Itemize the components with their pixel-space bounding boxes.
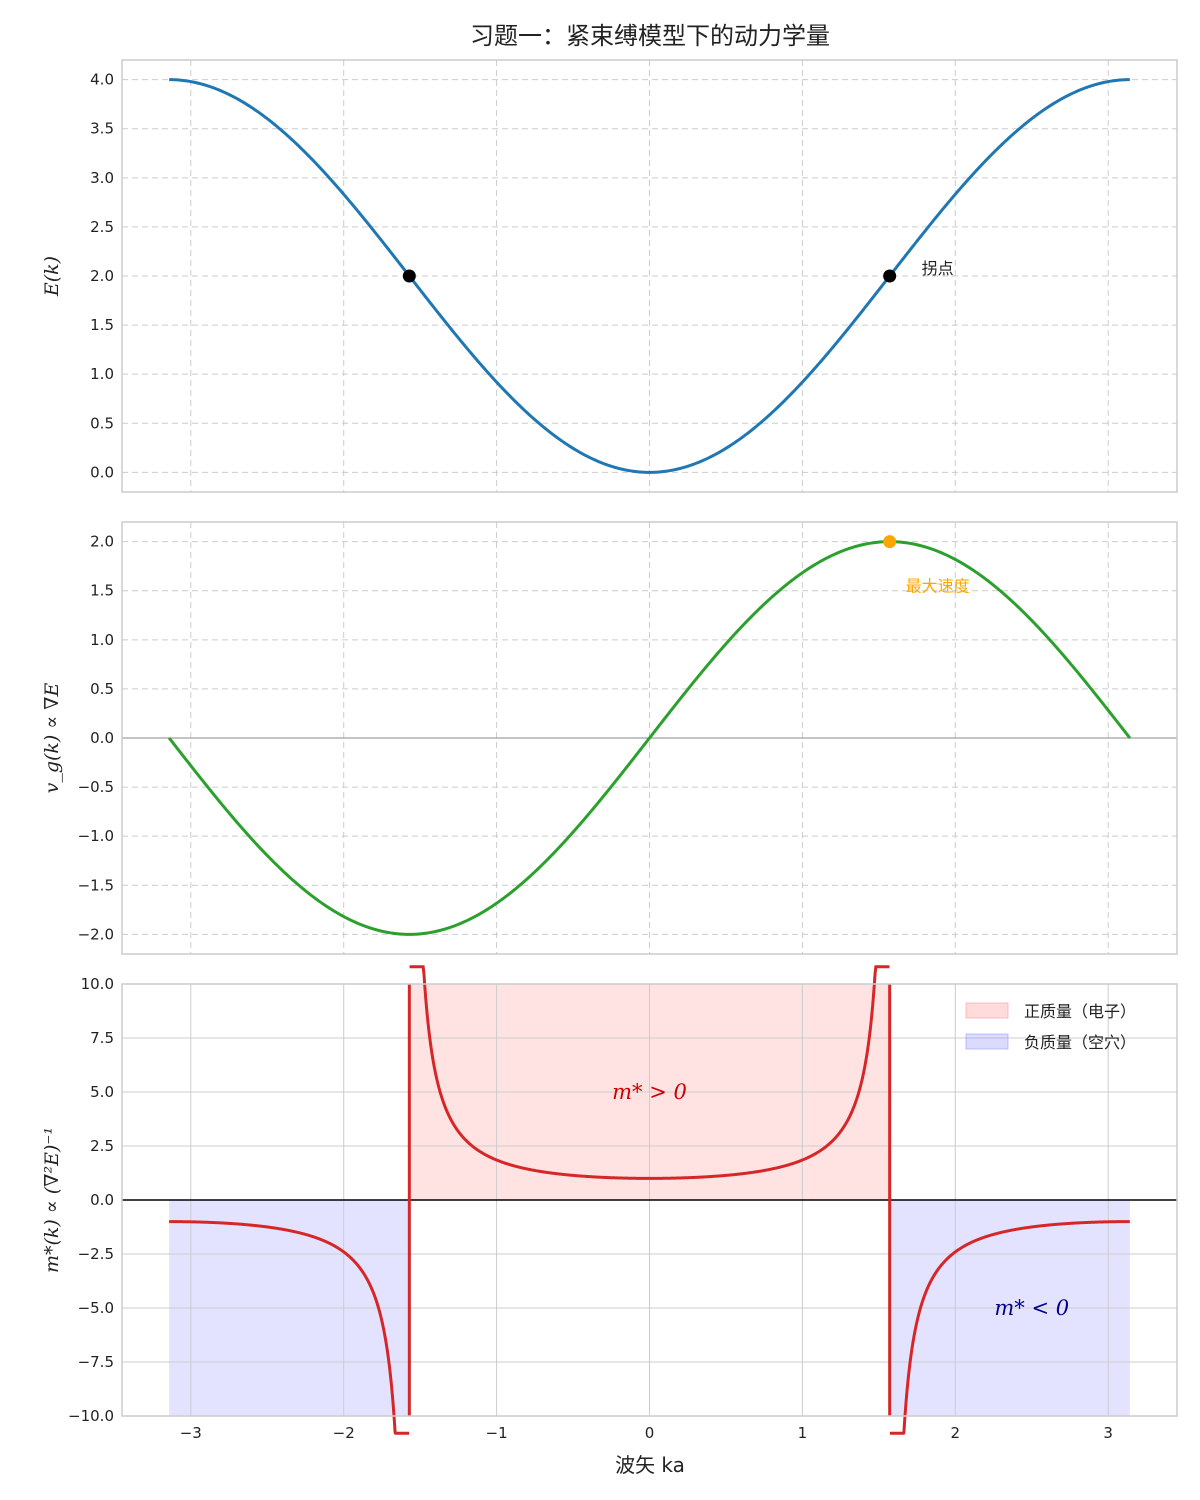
mass-xtick-label: −3 [180,1424,202,1442]
velocity-ytick-label: 0.0 [90,729,114,747]
velocity-panel: 最大速度 −2.0 −1.5 −1.0 −0.5 0.0 0.5 1.0 1.5 2.0 v_g… [41,521,1178,955]
legend-label-positive: 正质量（电子） [1024,1002,1136,1021]
velocity-ytick-label: −2.0 [78,925,114,943]
mass-ytick-label: −2.5 [78,1245,114,1263]
mass-ytick-label: 2.5 [90,1137,114,1155]
energy-ylabel: E(k) [41,256,63,297]
energy-ytick-label: 2.0 [90,267,114,285]
x-axis-label: 波矢 ka [615,1453,685,1477]
mass-axis-ticks: −3 −2 −1 0 1 2 3 −10.0 −7.5 −5.0 −2.5 0.0 2.5 5.0 7.5 1… [68,975,1113,1442]
energy-ytick-label: 2.5 [90,218,114,236]
max-speed-point [883,535,897,549]
energy-grid [122,60,1177,492]
velocity-axes-frame [121,521,1178,955]
energy-curve [169,78,1130,474]
energy-ytick-label: 4.0 [90,71,114,89]
energy-ytick-label: 1.0 [90,365,114,383]
energy-axes-frame [121,59,1178,493]
mass-axes-frame [121,983,1178,1417]
legend-swatch-negative [965,1033,1009,1050]
velocity-ytick-label: 0.5 [90,680,114,698]
inflection-label: 拐点 [922,259,954,278]
velocity-ylabel: v_g(k) ∝ ∇E [41,682,63,793]
energy-ytick-label: 0.0 [90,463,114,481]
mass-xtick-label: −1 [486,1424,508,1442]
energy-ytick-label: 3.5 [90,120,114,138]
inflection-points [402,269,897,283]
energy-ytick-label: 1.5 [90,316,114,334]
energy-ytick-label: 3.0 [90,169,114,187]
velocity-ytick-label: −1.0 [78,827,114,845]
energy-panel: 拐点 0.0 0.5 1.0 1.5 2.0 2.5 3.0 3.5 4.0 E(k) [41,59,1178,493]
mass-ylabel: m*(k) ∝ (∇²E)⁻¹ [41,1127,63,1273]
mass-curve-segment [889,1220,1130,1435]
mass-ytick-label: −5.0 [78,1299,114,1317]
inflection-point-marker [402,269,416,283]
mass-panel: m* > 0 m* < 0 −3 −2 −1 0 1 2 3 −10.0 −7.5 −5.0 −2.… [41,965,1178,1442]
negative-mass-label: m* < 0 [994,1296,1069,1320]
velocity-curve [167,540,1132,936]
mass-curve-segment [169,1220,410,1435]
mass-ytick-label: 10.0 [81,975,114,993]
energy-ytick-label: 0.5 [90,414,114,432]
max-speed-label: 最大速度 [906,577,970,596]
mass-xtick-label: 0 [645,1424,655,1442]
positive-mass-label: m* > 0 [612,1080,687,1104]
velocity-axis-ticks: −2.0 −1.5 −1.0 −0.5 0.0 0.5 1.0 1.5 2.0 [78,533,114,944]
mass-xtick-label: 2 [951,1424,961,1442]
max-speed-marker [883,535,897,549]
mass-ytick-label: 7.5 [90,1029,114,1047]
legend-swatch-positive [965,1002,1009,1019]
mass-ytick-label: −7.5 [78,1353,114,1371]
mass-ytick-label: 5.0 [90,1083,114,1101]
mass-curves [169,965,1130,1435]
mass-ytick-label: 0.0 [90,1191,114,1209]
energy-axis-ticks: 0.0 0.5 1.0 1.5 2.0 2.5 3.0 3.5 4.0 [90,71,114,482]
mass-legend: 正质量（电子） 负质量（空穴） [965,1002,1136,1052]
mass-curve-segment [409,965,890,1180]
figure-title: 习题一：紧束缚模型下的动力学量 [470,22,830,50]
inflection-point-marker [883,269,897,283]
legend-label-negative: 负质量（空穴） [1024,1033,1136,1052]
velocity-ytick-label: 1.5 [90,582,114,600]
velocity-ytick-label: 2.0 [90,533,114,551]
velocity-ytick-label: 1.0 [90,631,114,649]
velocity-ytick-label: −0.5 [78,778,114,796]
mass-xtick-label: 1 [798,1424,808,1442]
mass-ytick-label: −10.0 [68,1407,114,1425]
mass-xtick-label: −2 [333,1424,355,1442]
mass-xtick-label: 3 [1103,1424,1113,1442]
velocity-ytick-label: −1.5 [78,876,114,894]
